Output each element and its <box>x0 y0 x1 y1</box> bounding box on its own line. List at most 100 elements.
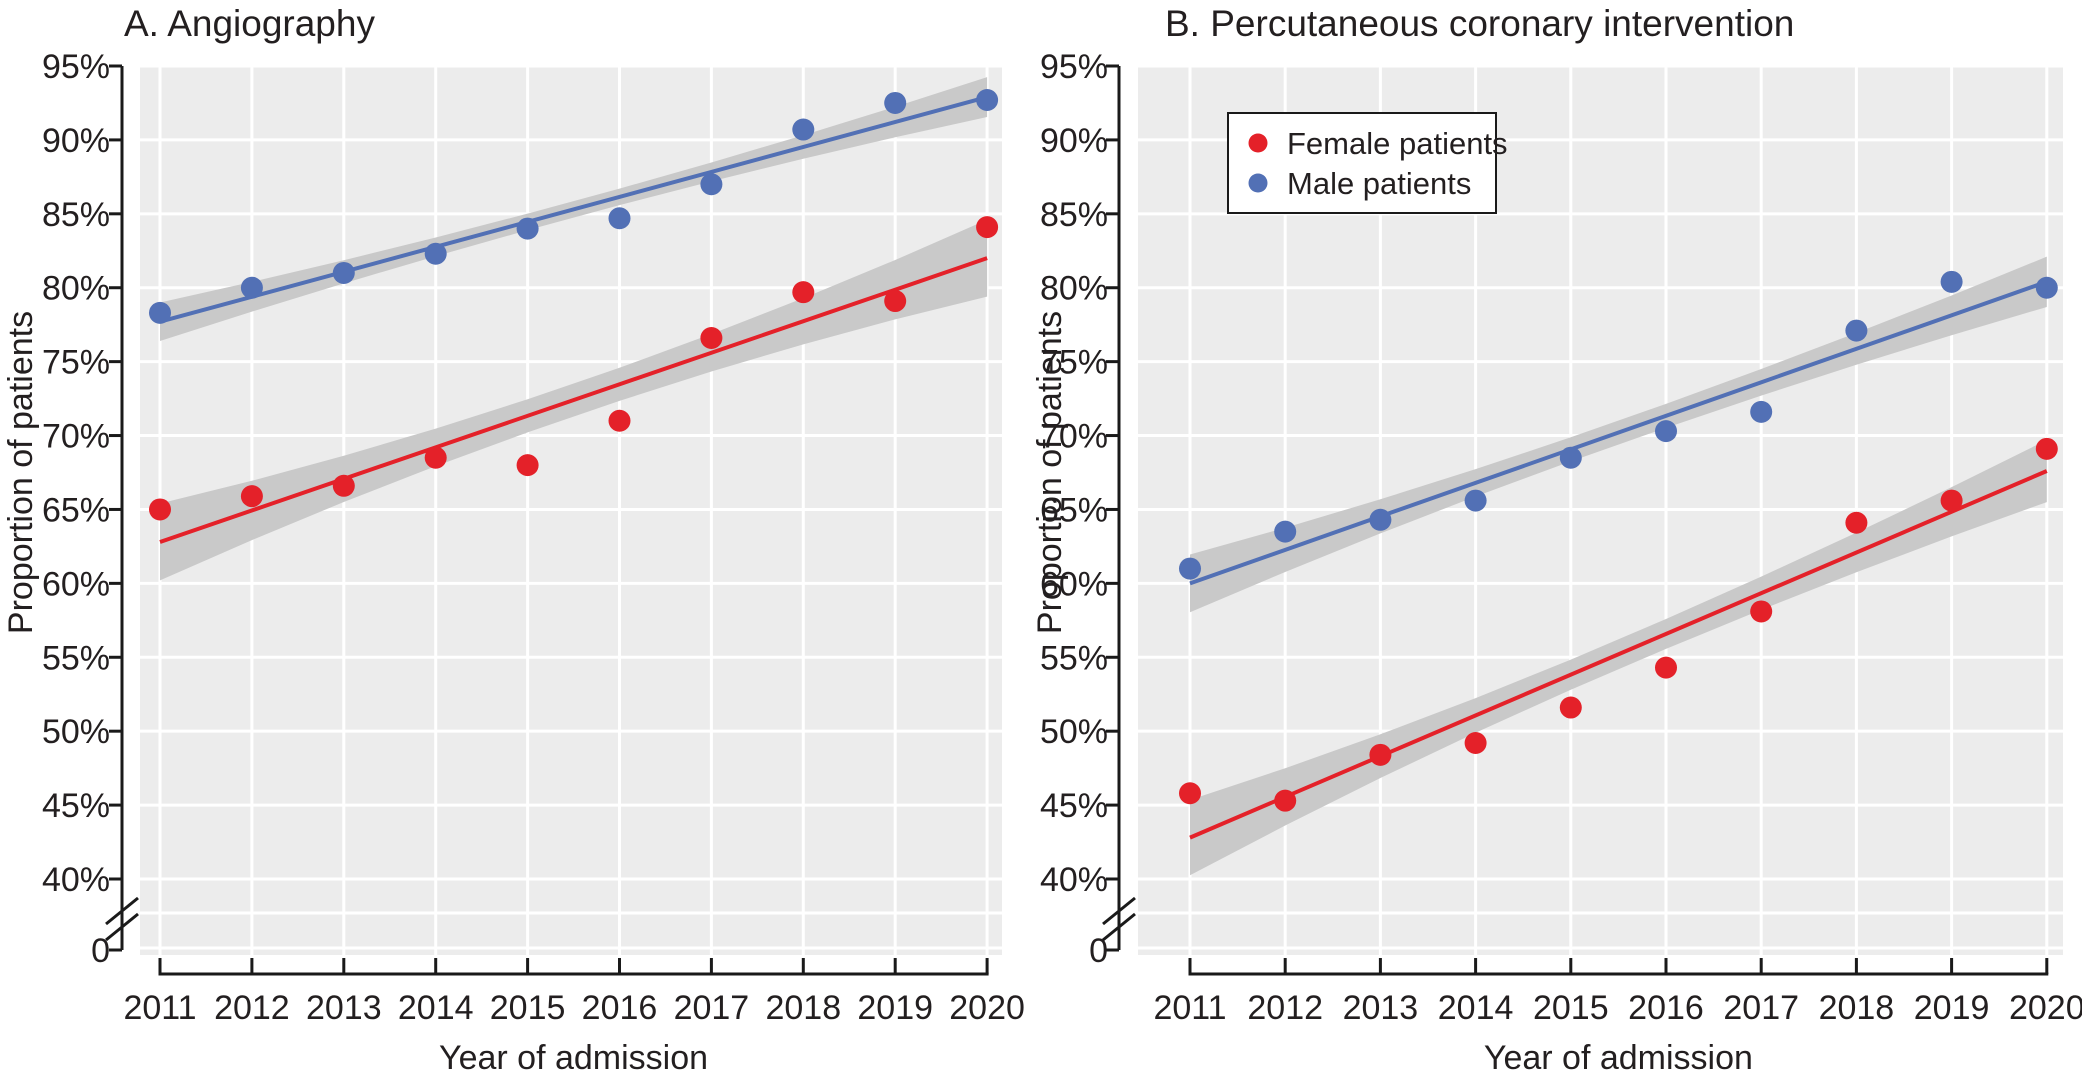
y-tick-label: 90% <box>42 122 110 160</box>
trend-line-female-patients <box>1189 469 2048 840</box>
y-tick-label: 60% <box>42 565 110 603</box>
data-point-male-2013 <box>1369 508 1392 531</box>
x-tick-label: 2020 <box>949 989 1025 1027</box>
data-point-female-2015 <box>1559 696 1582 719</box>
y-tick-label: 45% <box>42 787 110 825</box>
data-point-female-2014 <box>1464 732 1487 755</box>
data-point-male-2020 <box>976 88 999 111</box>
data-point-male-2012 <box>240 276 263 299</box>
data-point-male-2019 <box>1940 270 1963 293</box>
y-tick-label: 70% <box>1040 418 1108 456</box>
y-tick-label: 75% <box>1040 344 1108 382</box>
y-tick-label: 55% <box>42 639 110 677</box>
legend-label: Female patients <box>1287 126 1508 161</box>
y-tick-label: 55% <box>1040 639 1108 677</box>
data-point-female-2013 <box>1369 743 1392 766</box>
x-tick-label: 2019 <box>1914 989 1990 1027</box>
data-point-female-2016 <box>608 409 631 432</box>
data-point-female-2011 <box>1179 782 1201 805</box>
data-point-female-2012 <box>1274 789 1297 812</box>
legend-swatch-male-patients <box>1248 173 1268 193</box>
y-tick-label: 65% <box>1040 491 1108 529</box>
x-tick-label: 2011 <box>1153 989 1226 1027</box>
x-tick-label: 2012 <box>1247 989 1323 1027</box>
trend-line-male-patients <box>159 95 988 324</box>
data-point-male-2012 <box>1274 520 1297 543</box>
y-tick-label: 40% <box>1040 861 1108 899</box>
data-point-male-2011 <box>149 301 171 324</box>
x-tick-label: 2018 <box>1819 989 1895 1027</box>
y-tick-label: 90% <box>1040 122 1108 160</box>
x-tick-label: 2017 <box>674 989 750 1027</box>
data-point-female-2017 <box>700 326 723 349</box>
y-tick-label: 65% <box>42 491 110 529</box>
y-tick-label: 80% <box>42 270 110 308</box>
x-tick-label: 2019 <box>857 989 933 1027</box>
data-point-female-2015 <box>516 454 539 477</box>
data-point-female-2019 <box>884 290 907 313</box>
trend-line-female-patients <box>159 256 988 544</box>
x-tick-label: 2020 <box>2009 989 2082 1027</box>
trend-line-male-patients <box>1189 279 2048 586</box>
data-point-female-2018 <box>1845 511 1868 534</box>
y-tick-label-zero: 0 <box>1089 932 1108 970</box>
y-tick-label: 75% <box>42 344 110 382</box>
data-point-male-2020 <box>2035 276 2058 299</box>
x-tick-label: 2016 <box>582 989 658 1027</box>
panel-title: B. Percutaneous coronary intervention <box>1165 3 1794 44</box>
data-point-female-2012 <box>240 485 263 508</box>
data-point-male-2014 <box>1464 489 1487 512</box>
y-axis-title: Proportion of patients <box>2 311 40 634</box>
data-point-male-2016 <box>1655 420 1677 443</box>
data-point-female-2013 <box>332 474 355 497</box>
data-point-male-2016 <box>608 207 631 230</box>
chart-panel-angiography: A. Angiography 95% 90% 85% 80% 75% 70% 65% 60% 55… <box>2 3 1025 1073</box>
x-tick-label: 2018 <box>765 989 841 1027</box>
data-point-female-2011 <box>149 498 171 521</box>
data-point-male-2014 <box>424 242 447 265</box>
data-point-female-2014 <box>424 446 447 469</box>
y-tick-label: 40% <box>42 861 110 899</box>
data-point-female-2020 <box>976 216 999 239</box>
x-tick-label: 2015 <box>1533 989 1609 1027</box>
x-tick-label: 2013 <box>1343 989 1419 1027</box>
y-tick-label: 70% <box>42 418 110 456</box>
x-tick-label: 2013 <box>306 989 382 1027</box>
data-point-female-2019 <box>1940 489 1963 512</box>
x-tick-label: 2012 <box>214 989 290 1027</box>
y-tick-label: 80% <box>1040 270 1108 308</box>
y-tick-label-zero: 0 <box>91 932 110 970</box>
y-tick-label: 85% <box>42 196 110 234</box>
y-tick-label: 60% <box>1040 565 1108 603</box>
legend: Female patients Male patients <box>1227 112 1508 214</box>
data-point-male-2013 <box>332 261 355 284</box>
y-tick-label: 95% <box>42 48 110 86</box>
data-point-female-2018 <box>792 281 815 304</box>
y-tick-label: 45% <box>1040 787 1108 825</box>
x-axis-title: Year of admission <box>439 1039 708 1073</box>
y-tick-label: 50% <box>1040 713 1108 751</box>
y-tick-label: 85% <box>1040 196 1108 234</box>
x-axis-title: Year of admission <box>1484 1039 1753 1073</box>
x-tick-label: 2017 <box>1723 989 1799 1027</box>
legend-swatch-female-patients <box>1248 133 1268 153</box>
x-tick-label: 2014 <box>1438 989 1514 1027</box>
y-tick-label: 50% <box>42 713 110 751</box>
ci-band-female-patients <box>1190 439 2047 876</box>
x-tick-label: 2015 <box>490 989 566 1027</box>
data-point-male-2017 <box>1750 400 1773 423</box>
data-point-male-2019 <box>884 91 907 114</box>
y-axis-title: Proportion of patients <box>1031 311 1069 634</box>
x-tick-label: 2016 <box>1628 989 1704 1027</box>
data-point-female-2020 <box>2035 437 2058 460</box>
axis-break-icon <box>105 896 139 926</box>
data-point-female-2017 <box>1750 600 1773 623</box>
data-point-male-2018 <box>792 118 815 141</box>
axis-break-icon <box>105 912 139 942</box>
x-tick-label: 2011 <box>123 989 196 1027</box>
data-point-male-2018 <box>1845 319 1868 342</box>
axis-break-icon <box>1102 896 1136 926</box>
panel-title: A. Angiography <box>124 3 375 44</box>
legend-box <box>1227 112 1497 214</box>
